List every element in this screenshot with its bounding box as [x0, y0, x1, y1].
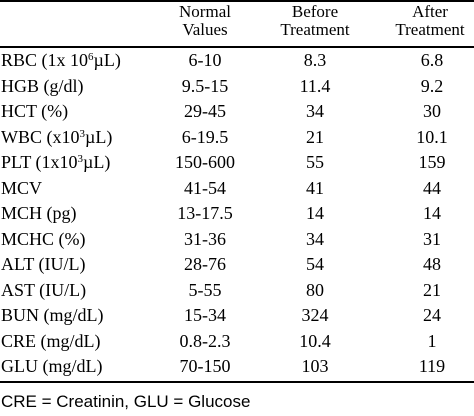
- after-treatment-cell: 31: [423, 228, 441, 249]
- parameter-cell: PLT (1x103µL): [1, 150, 110, 176]
- table-row: MCH (pg) 13-17.5 14 14: [0, 201, 474, 227]
- parameter-cell: MCHC (%): [1, 227, 86, 253]
- normal-value-cell: 9.5-15: [181, 75, 229, 96]
- normal-value-cell: 41-54: [184, 177, 226, 198]
- table-row: WBC (x103µL) 6-19.5 21 10.1: [0, 125, 474, 151]
- parameter-cell: RBC (1x 106µL): [1, 48, 121, 74]
- before-treatment-cell: 80: [306, 279, 324, 300]
- parameter-text: HCT (%): [1, 101, 69, 121]
- header-normal-values: Normal Values: [150, 3, 260, 39]
- normal-value-cell: 31-36: [184, 228, 226, 249]
- unit-exponent: 6: [88, 50, 94, 63]
- before-treatment-cell: 8.3: [303, 50, 327, 70]
- table-row: MCV 41-54 41 44: [0, 176, 474, 202]
- parameter-text: µL): [85, 126, 113, 147]
- parameter-cell: MCH (pg): [1, 201, 77, 227]
- normal-value-cell: 5-55: [188, 279, 222, 300]
- header-before-treatment: Before Treatment: [255, 3, 375, 39]
- parameter-text: PLT (1x10: [1, 152, 78, 172]
- after-treatment-cell: 119: [418, 356, 446, 376]
- header-normal-line2: Values: [182, 20, 228, 39]
- parameter-text: µL): [83, 152, 111, 172]
- table-bottom-rule: [0, 381, 474, 383]
- header-normal-line1: Normal: [179, 2, 231, 21]
- before-treatment-cell: 41: [306, 177, 324, 198]
- table-footnote: CRE = Creatinin, GLU = Glucose: [1, 392, 251, 411]
- parameter-text: µL): [93, 50, 121, 70]
- normal-value-cell: 150-600: [175, 152, 235, 172]
- table-top-rule: [0, 0, 474, 2]
- before-treatment-cell: 10.4: [299, 330, 331, 351]
- parameter-cell: GLU (mg/dL): [1, 354, 102, 380]
- parameter-text: MCHC (%): [1, 228, 86, 249]
- parameter-cell: HCT (%): [1, 99, 68, 125]
- parameter-cell: WBC (x103µL): [1, 125, 112, 151]
- after-treatment-cell: 48: [423, 254, 441, 274]
- parameter-text: BUN (mg/dL): [1, 305, 104, 325]
- table-row: RBC (1x 106µL) 6-10 8.3 6.8: [0, 48, 474, 74]
- parameter-cell: HGB (g/dl): [1, 74, 84, 100]
- table-row: CRE (mg/dL) 0.8-2.3 10.4 1: [0, 329, 474, 355]
- normal-value-cell: 0.8-2.3: [179, 330, 231, 351]
- table-body: RBC (1x 106µL) 6-10 8.3 6.8 HGB (g/dl) 9.5-15…: [0, 48, 474, 380]
- header-after-line1: After: [412, 2, 448, 21]
- before-treatment-cell: 11.4: [299, 75, 331, 96]
- before-treatment-cell: 14: [306, 203, 324, 223]
- after-treatment-cell: 10.1: [416, 126, 448, 147]
- parameter-text: MCH (pg): [1, 203, 77, 223]
- unit-exponent: 3: [77, 152, 84, 165]
- parameter-cell: BUN (mg/dL): [1, 303, 104, 329]
- normal-value-cell: 29-45: [184, 101, 226, 121]
- before-treatment-cell: 103: [301, 356, 329, 376]
- table-row: HGB (g/dl) 9.5-15 11.4 9.2: [0, 74, 474, 100]
- normal-value-cell: 13-17.5: [177, 203, 233, 223]
- table-row: PLT (1x103µL) 150-600 55 159: [0, 150, 474, 176]
- after-treatment-cell: 14: [423, 203, 441, 223]
- table-row: GLU (mg/dL) 70-150 103 119: [0, 354, 474, 380]
- parameter-cell: CRE (mg/dL): [1, 329, 101, 355]
- after-treatment-cell: 9.2: [420, 75, 444, 96]
- after-treatment-cell: 1: [427, 330, 437, 351]
- normal-value-cell: 28-76: [184, 254, 226, 274]
- header-after-treatment: After Treatment: [382, 3, 474, 39]
- parameter-cell: ALT (IU/L): [1, 252, 86, 278]
- before-treatment-cell: 34: [306, 228, 324, 249]
- parameter-cell: MCV: [1, 176, 42, 202]
- before-treatment-cell: 54: [306, 254, 324, 274]
- parameter-text: HGB (g/dl): [1, 75, 84, 96]
- normal-value-cell: 6-19.5: [181, 126, 229, 147]
- parameter-text: CRE (mg/dL): [1, 330, 101, 351]
- before-treatment-cell: 34: [306, 101, 324, 121]
- parameter-text: GLU (mg/dL): [1, 356, 103, 376]
- parameter-text: ALT (IU/L): [1, 254, 86, 274]
- table-row: BUN (mg/dL) 15-34 324 24: [0, 303, 474, 329]
- parameter-cell: AST (IU/L): [1, 278, 86, 304]
- after-treatment-cell: 44: [423, 177, 441, 198]
- header-before-line1: Before: [291, 2, 339, 21]
- normal-value-cell: 70-150: [179, 356, 231, 376]
- header-rule: [0, 46, 474, 48]
- header-after-line2: Treatment: [395, 20, 465, 39]
- parameter-text: RBC (1x 10: [1, 50, 89, 70]
- after-treatment-cell: 21: [423, 279, 441, 300]
- parameter-text: WBC (x10: [1, 126, 80, 147]
- table-row: AST (IU/L) 5-55 80 21: [0, 278, 474, 304]
- after-treatment-cell: 159: [418, 152, 446, 172]
- table-row: MCHC (%) 31-36 34 31: [0, 227, 474, 253]
- after-treatment-cell: 6.8: [420, 50, 444, 70]
- before-treatment-cell: 324: [301, 305, 329, 325]
- header-before-line2: Treatment: [280, 20, 350, 39]
- table-row: ALT (IU/L) 28-76 54 48: [0, 252, 474, 278]
- unit-exponent: 3: [79, 127, 86, 140]
- before-treatment-cell: 55: [306, 152, 324, 172]
- parameter-text: MCV: [1, 177, 43, 198]
- normal-value-cell: 6-10: [188, 50, 222, 70]
- before-treatment-cell: 21: [306, 126, 324, 147]
- table-row: HCT (%) 29-45 34 30: [0, 99, 474, 125]
- parameter-text: AST (IU/L): [1, 279, 87, 300]
- after-treatment-cell: 24: [423, 305, 441, 325]
- after-treatment-cell: 30: [423, 101, 441, 121]
- normal-value-cell: 15-34: [184, 305, 226, 325]
